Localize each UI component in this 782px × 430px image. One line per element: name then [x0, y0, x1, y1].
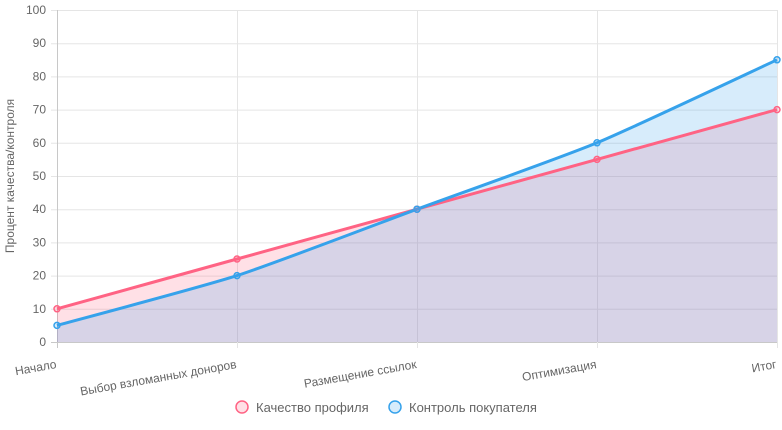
y-tick-label: 50 — [33, 169, 47, 183]
legend-marker — [235, 400, 249, 414]
series-lines — [56, 58, 778, 327]
y-tick-label: 40 — [33, 202, 47, 216]
data-point — [773, 56, 781, 64]
data-point — [233, 271, 241, 280]
y-tick-label: 60 — [33, 136, 47, 150]
data-point — [413, 205, 421, 213]
series-line — [56, 58, 778, 327]
x-tick-label: Выбор взломанных доноров — [79, 357, 237, 398]
area-fills — [57, 59, 777, 343]
y-tick-label: 10 — [33, 302, 47, 316]
y-tick-label: 20 — [33, 269, 47, 283]
legend-label: Качество профиля — [256, 400, 369, 415]
y-tick-label: 80 — [33, 69, 47, 83]
y-tick-label: 70 — [33, 103, 47, 117]
x-tick-label: Итог — [750, 357, 778, 375]
data-point — [53, 305, 61, 313]
y-tick-label: 100 — [26, 3, 46, 17]
data-point — [233, 255, 241, 263]
y-tick-label: 90 — [33, 36, 47, 50]
data-points — [53, 56, 781, 330]
series-area-fill — [57, 109, 777, 342]
x-tick-label: Начало — [14, 357, 58, 378]
data-point — [593, 139, 601, 147]
legend-label: Контроль покупателя — [409, 400, 537, 415]
legend-marker — [388, 400, 402, 414]
x-tick-label: Размещение ссылок — [303, 357, 418, 391]
x-tick-label: Оптимизация — [521, 357, 598, 384]
series-area-fill — [57, 59, 777, 343]
y-axis-label: Процент качества/контроля — [3, 99, 17, 253]
y-tick-label: 30 — [33, 235, 47, 249]
legend: Качество профиля Контроль покупателя — [235, 400, 537, 415]
y-tick-label: 0 — [39, 335, 46, 349]
data-point — [773, 105, 781, 114]
x-tick-labels: Начало Выбор взломанных доноров Размещение… — [14, 357, 778, 398]
data-point — [53, 321, 61, 330]
y-tick-labels: 0 10 20 30 40 50 60 70 80 90 100 — [26, 3, 46, 349]
data-point — [593, 155, 601, 164]
